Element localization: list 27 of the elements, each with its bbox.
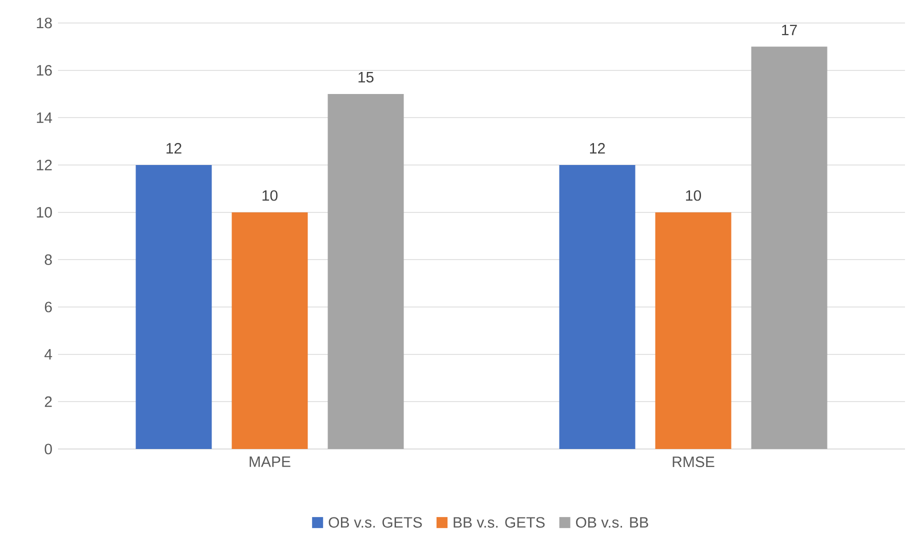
y-tick-label: 2 [44,396,52,407]
bar [136,164,212,449]
bar [655,212,732,449]
bar [559,164,636,449]
y-tick-label: 6 [44,302,52,312]
legend-label: OB v.s. GETS [328,517,422,528]
y-tick-label: 16 [36,65,52,76]
y-tick-label: 12 [36,160,52,170]
y-tick-label: 14 [36,112,52,123]
legend-label: OB v.s. BB [576,517,648,528]
y-tick-label: 0 [44,444,52,454]
y-tick-label: 4 [44,349,52,360]
y-tick-label: 8 [44,254,52,265]
x-tick-label: MAPE [250,456,290,467]
data-label: 10 [686,190,702,201]
data-label: 12 [590,143,605,154]
data-label: 15 [358,72,374,82]
x-tick-label: RMSE [672,456,714,468]
y-tick-label: 10 [36,207,52,218]
bar [751,46,828,449]
data-label: 17 [782,24,797,36]
legend-label: BB v.s. GETS [454,517,545,528]
bar [232,212,308,449]
y-tick-label: 18 [36,18,52,28]
bar [328,94,404,449]
data-label: 12 [166,143,182,154]
data-label: 10 [262,190,278,201]
